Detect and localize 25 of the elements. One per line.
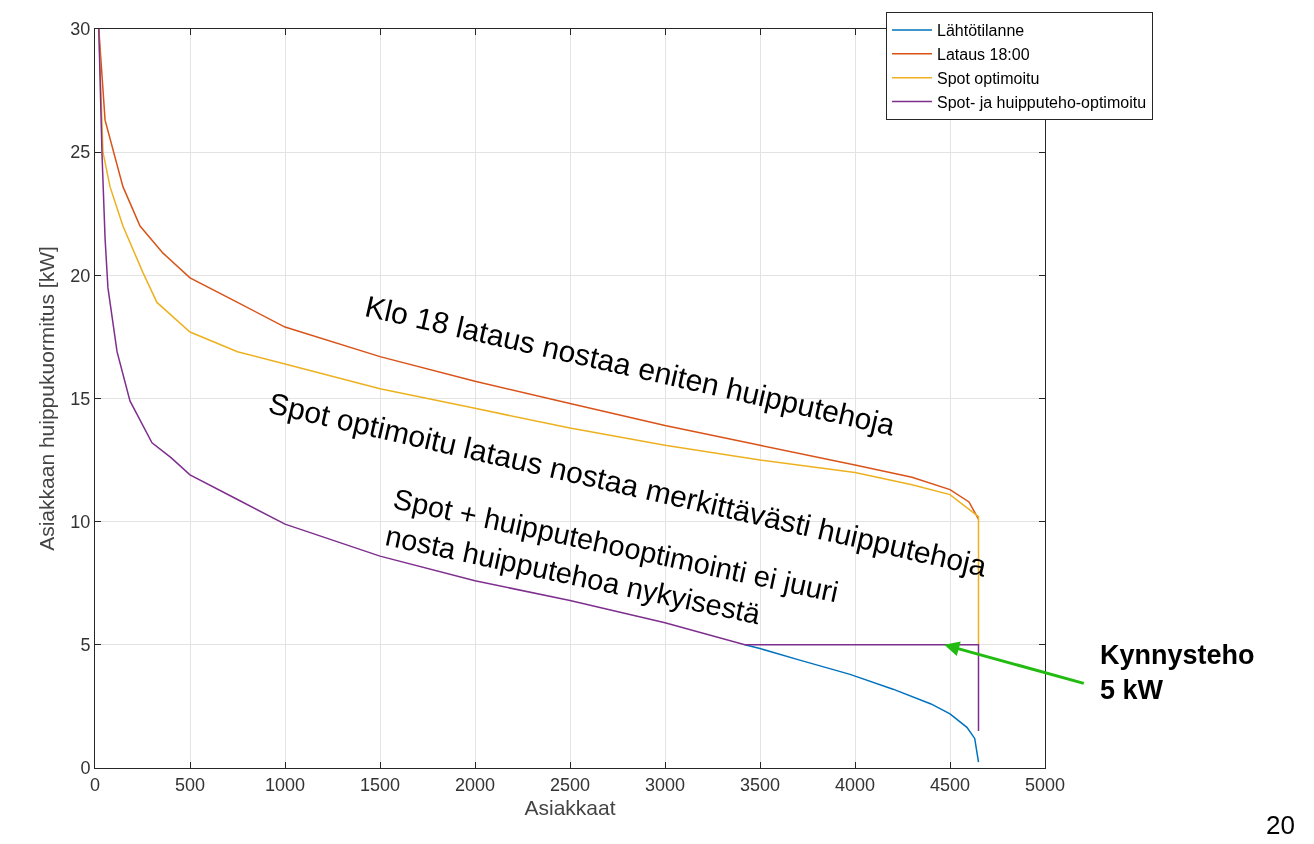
x-tick-label: 3000 xyxy=(644,774,686,795)
legend-label: Lataus 18:00 xyxy=(937,46,1030,64)
y-tick-label: 10 xyxy=(70,511,91,532)
y-tick-label: 15 xyxy=(70,388,91,409)
x-tick-label: 2500 xyxy=(549,774,591,795)
y-tick-label: 25 xyxy=(70,142,91,163)
x-tick-label: 5000 xyxy=(1024,774,1066,795)
y-tick-label: 30 xyxy=(70,19,91,40)
annotation: Kynnysteho 5 kW xyxy=(1100,640,1255,706)
x-tick-label: 1000 xyxy=(264,774,306,795)
legend-label: Lähtötilanne xyxy=(937,22,1025,40)
x-tick-label: 2000 xyxy=(454,774,496,795)
legend-label: Spot optimoitu xyxy=(937,69,1040,87)
y-axis-title: Asiakkaan huippukuormitus [kW] xyxy=(34,246,58,551)
y-tick-label: 20 xyxy=(70,265,91,286)
y-tick-label: 0 xyxy=(80,758,91,779)
x-tick-label: 4000 xyxy=(834,774,876,795)
text: 20 xyxy=(1266,810,1295,840)
x-tick-label: 4500 xyxy=(929,774,971,795)
legend-label: Spot- ja huipputeho-optimoitu xyxy=(937,93,1147,111)
x-axis-title: Asiakkaat xyxy=(524,795,616,819)
x-tick-label: 500 xyxy=(174,774,206,795)
y-tick-label: 5 xyxy=(80,635,91,656)
x-tick-label: 1500 xyxy=(359,774,401,795)
x-tick-label: 3500 xyxy=(739,774,781,795)
